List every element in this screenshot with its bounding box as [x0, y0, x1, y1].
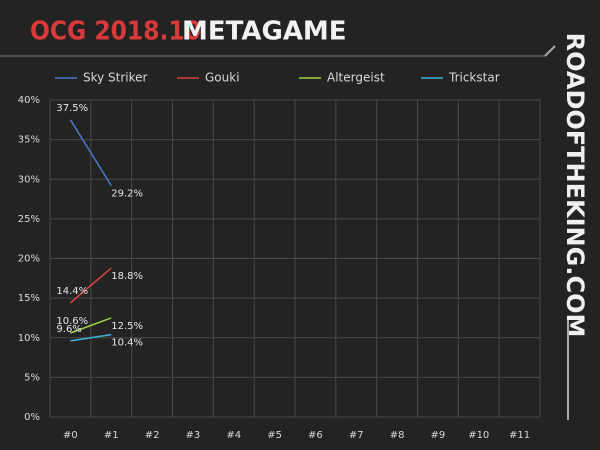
- side-text: ROADOFTHEKING.COM: [561, 33, 589, 338]
- data-label: 37.5%: [56, 103, 88, 114]
- series-line: [69, 267, 112, 304]
- y-tick-label: 10%: [18, 333, 40, 344]
- x-tick-label: #9: [431, 430, 446, 441]
- x-tick-label: #2: [145, 430, 160, 441]
- y-tick-label: 15%: [18, 293, 40, 304]
- legend-label: Sky Striker: [83, 71, 148, 85]
- series-line: [70, 333, 112, 342]
- x-tick-label: #7: [349, 430, 364, 441]
- data-label: 9.6%: [56, 324, 81, 335]
- title-highlight: OCG 2018.10: [30, 17, 201, 47]
- y-tick-label: 0%: [24, 412, 40, 423]
- data-label: 10.6%: [56, 316, 88, 327]
- series-line: [69, 119, 112, 186]
- x-tick-label: #11: [509, 430, 530, 441]
- data-label: 12.5%: [111, 321, 143, 332]
- x-tick-label: #6: [308, 430, 323, 441]
- y-tick-label: 40%: [18, 95, 40, 106]
- series-line: [70, 317, 112, 334]
- x-tick-label: #5: [267, 430, 282, 441]
- y-tick-label: 5%: [24, 372, 40, 383]
- y-tick-label: 30%: [18, 174, 40, 185]
- data-label: 18.8%: [111, 271, 143, 282]
- x-tick-label: #4: [226, 430, 241, 441]
- data-label: 29.2%: [111, 189, 143, 200]
- x-tick-label: #8: [390, 430, 405, 441]
- data-label: 10.4%: [111, 338, 143, 349]
- x-tick-label: #1: [104, 430, 119, 441]
- legend-label: Gouki: [205, 71, 240, 85]
- x-tick-label: #10: [468, 430, 489, 441]
- x-tick-label: #3: [186, 430, 201, 441]
- y-tick-label: 35%: [18, 135, 40, 146]
- y-tick-label: 25%: [18, 214, 40, 225]
- legend-label: Altergeist: [327, 71, 385, 85]
- y-tick-label: 20%: [18, 254, 40, 265]
- data-label: 14.4%: [56, 286, 88, 297]
- title: METAGAME: [182, 17, 347, 47]
- x-tick-label: #0: [63, 430, 78, 441]
- legend-label: Trickstar: [448, 71, 500, 85]
- rule-accent: [544, 45, 556, 57]
